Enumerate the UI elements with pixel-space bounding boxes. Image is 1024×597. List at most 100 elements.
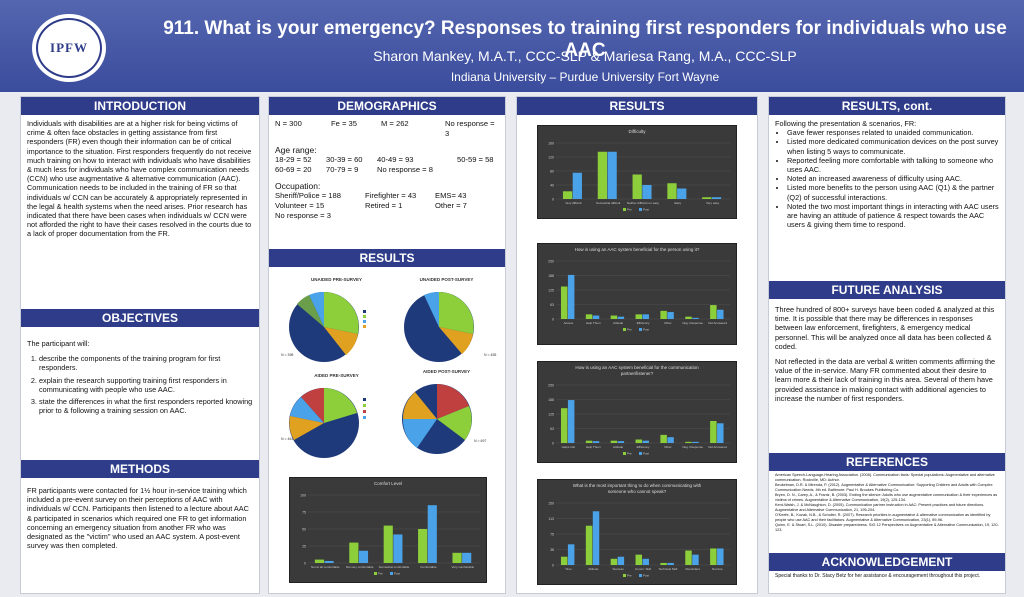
- bar-pre: [660, 434, 667, 443]
- results-cont-item: Listed more dedicated communication devi…: [787, 137, 999, 155]
- demo-n: N = 300: [275, 119, 302, 128]
- legend-swatch: [639, 328, 642, 331]
- bar-pre: [610, 315, 618, 319]
- future-analysis-heading: FUTURE ANALYSIS: [769, 281, 1005, 299]
- x-tick-label: Neg. Response: [682, 321, 703, 325]
- acknowledgement-text: Special thanks to Dr. Stacy Betz for her…: [775, 573, 981, 579]
- bar-post: [592, 315, 600, 319]
- bar-post: [711, 197, 722, 199]
- chart-title: What is the most important thing to do w…: [572, 483, 702, 494]
- bar-post: [567, 274, 575, 319]
- column-results-charts: RESULTS Difficulty 0 40 80 120 160 Very diffi…: [516, 96, 758, 594]
- x-tick-label: Very difficult: [565, 201, 581, 205]
- legend-swatch: [374, 572, 377, 575]
- y-tick-label: 125: [548, 413, 554, 417]
- reference-item: Quinn, E. & Stuart, S.L. (2010). Disaste…: [775, 523, 999, 532]
- chart-title: How is using an AAC system beneficial fo…: [574, 247, 700, 252]
- y-tick-label: 38: [550, 548, 554, 552]
- y-tick-label: 125: [548, 289, 554, 293]
- y-tick-label: 0: [552, 198, 554, 202]
- pie-charts-area: UNAIDED PRE-SURVEY N = 398 UNAIDED POST-…: [269, 269, 505, 479]
- bar-post: [692, 441, 699, 443]
- occ-item: Volunteer = 15: [275, 201, 325, 210]
- reference-item: O'Keefe, B., Kozak, N.B., & Schuller, R.…: [775, 513, 991, 522]
- y-tick-label: 75: [302, 511, 306, 515]
- chart-most-important: What is the most important thing to do w…: [537, 479, 737, 585]
- chart-svg: 0 40 80 120 160 Very difficult Somewhat diffic…: [548, 142, 730, 212]
- bar-pre: [560, 408, 568, 443]
- reference-item: Kent-Walsh, J. & McNaughton, D. (2005). …: [775, 503, 985, 512]
- bar-post: [324, 560, 334, 563]
- chart-svg: 0 38 75 113 150 Time Attitude Success Comm. Skil…: [548, 502, 730, 578]
- age-item: No response = 8: [377, 165, 433, 174]
- results-heading-right: RESULTS: [517, 97, 757, 115]
- results-cont-heading: RESULTS, cont.: [769, 97, 1005, 115]
- objectives-list: describe the components of the training …: [27, 354, 253, 415]
- occ-item: No response = 3: [275, 211, 331, 220]
- chart-title: Comfort Level: [373, 481, 402, 486]
- results-cont-item: Gave fewer responses related to unaided …: [787, 128, 999, 137]
- bar-pre: [314, 559, 325, 563]
- x-tick-label: Reminders: [685, 567, 700, 571]
- bar-post: [642, 558, 649, 565]
- x-tick-label: Time: [565, 567, 572, 571]
- bar-pre: [349, 542, 359, 563]
- y-tick-label: 50: [302, 528, 306, 532]
- legend-label: Post: [643, 208, 649, 212]
- poster-affiliation: Indiana University – Purdue University F…: [450, 70, 720, 84]
- x-tick-label: Somewhat comfortable: [379, 565, 410, 569]
- bar-pre: [660, 562, 667, 565]
- objectives-heading: OBJECTIVES: [21, 309, 259, 327]
- x-tick-label: Not at all comfortable: [311, 565, 340, 569]
- x-tick-label: Very easy: [706, 201, 720, 205]
- x-tick-label: Technical Skill: [658, 567, 677, 571]
- university-logo: IPFW: [32, 14, 106, 82]
- legend-label: Pre: [627, 452, 632, 456]
- x-tick-label: Efficiency: [637, 321, 650, 325]
- bar-post: [717, 309, 724, 319]
- pie-graphic: [289, 291, 366, 362]
- y-tick-label: 160: [548, 142, 554, 146]
- results-cont-item: Listed more benefits to the person using…: [787, 183, 999, 201]
- bar-pre: [635, 439, 643, 443]
- bar-post: [667, 437, 674, 443]
- y-tick-label: 250: [548, 260, 554, 264]
- results-cont-item: Reported feeling more comfortable with t…: [787, 156, 999, 174]
- demographics-heading: DEMOGRAPHICS: [269, 97, 505, 115]
- bar-pre: [585, 440, 593, 443]
- legend-swatch: [623, 452, 626, 455]
- bar-post: [393, 534, 403, 563]
- bar-pre: [562, 191, 573, 199]
- pie-aided-post: AIDED POST-SURVEY N = 697: [389, 369, 504, 469]
- legend-swatch: [390, 572, 393, 575]
- x-tick-label: Help Them: [586, 445, 601, 449]
- x-tick-label: Not Answered: [708, 321, 727, 325]
- pie-n: N = 697: [474, 439, 487, 443]
- bar-pre: [667, 183, 677, 199]
- y-tick-label: 150: [548, 502, 554, 506]
- bar-post: [692, 317, 699, 319]
- objective-item: describe the components of the training …: [39, 354, 253, 372]
- bar-pre: [710, 548, 717, 565]
- occ-item: Sheriff/Police = 188: [275, 191, 341, 200]
- legend-swatch: [623, 574, 626, 577]
- legend-label: Pre: [627, 574, 632, 578]
- bar-pre: [383, 525, 393, 563]
- y-tick-label: 40: [550, 184, 554, 188]
- x-tick-label: Other: [664, 321, 672, 325]
- acknowledgement-heading: ACKNOWLEDGEMENT: [769, 553, 1005, 571]
- legend-label: Post: [643, 452, 649, 456]
- methods-heading: METHODS: [21, 460, 259, 478]
- legend-swatch: [623, 208, 626, 211]
- bar-post: [617, 556, 625, 565]
- bar-pre: [635, 314, 643, 319]
- legend-label: Post: [643, 328, 649, 332]
- reference-item: Bryen, D. N., Carey, A., & Frantz, B. (2…: [775, 493, 998, 502]
- bar-post: [642, 440, 649, 443]
- x-tick-label: Not very comfortable: [346, 565, 374, 569]
- y-tick-label: 250: [548, 384, 554, 388]
- chart-title: How is using an AAC system beneficial fo…: [575, 365, 699, 376]
- occ-item: Retired = 1: [365, 201, 403, 210]
- bar-pre: [585, 525, 593, 565]
- pie-n: N = 455: [484, 353, 497, 357]
